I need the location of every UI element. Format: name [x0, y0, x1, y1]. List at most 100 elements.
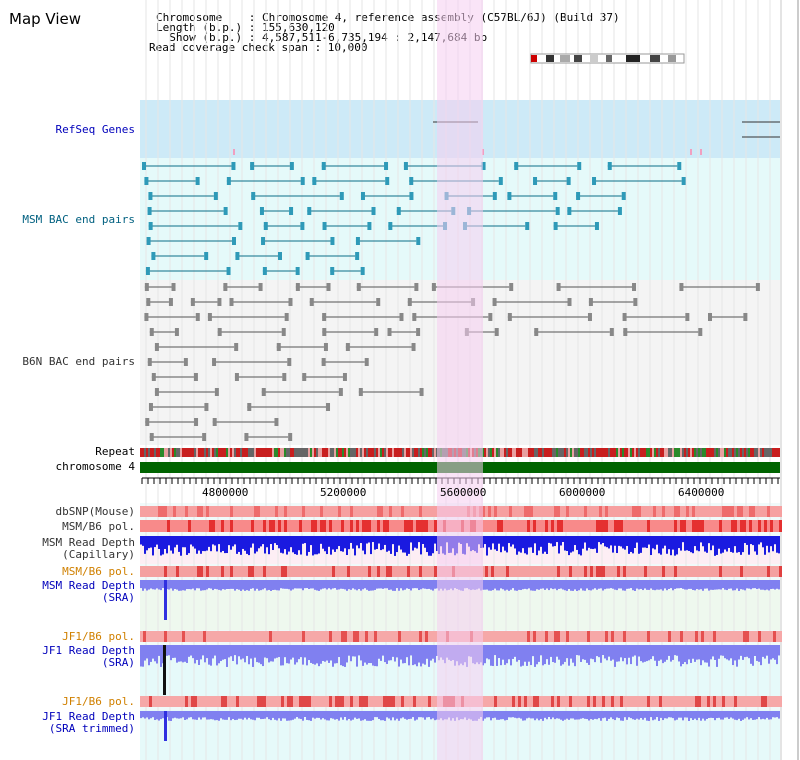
pol-cell [299, 506, 302, 517]
depth-bar [396, 580, 398, 589]
depth-bar [746, 536, 748, 545]
depth-bar [592, 536, 594, 550]
pol-cell [209, 506, 212, 517]
depth-bar [538, 645, 540, 662]
pol-cell [512, 520, 515, 532]
pol-cell [257, 506, 260, 517]
pol-cell [656, 696, 659, 707]
depth-bar [384, 536, 386, 545]
depth-bar [654, 645, 656, 661]
pol-cell [545, 506, 548, 517]
depth-bar [398, 645, 400, 667]
pol-cell [410, 566, 413, 577]
depth-bar [732, 711, 734, 719]
pol-cell [728, 631, 731, 642]
depth-bar [380, 711, 382, 721]
pol-cell [386, 566, 389, 577]
bac-end [384, 162, 389, 170]
repeat-segment [288, 448, 290, 457]
pol-cell [737, 520, 740, 532]
depth-bar [644, 536, 646, 548]
depth-bar [398, 536, 400, 546]
depth-bar [162, 536, 164, 555]
depth-bar [430, 711, 432, 720]
depth-bar [140, 536, 142, 545]
repeat-segment [218, 448, 220, 457]
pol-cell [761, 566, 764, 577]
pol-cell [173, 566, 176, 577]
pol-cell [359, 520, 362, 532]
depth-bar [390, 580, 392, 590]
pol-cell [371, 696, 374, 707]
repeat-segment [590, 448, 592, 457]
pol-cell [404, 506, 407, 517]
depth-bar [580, 645, 582, 662]
pol-cell [305, 696, 308, 707]
pol-cell [512, 506, 515, 517]
depth-bar [688, 645, 690, 660]
depth-bar [624, 645, 626, 659]
repeat-segment [298, 448, 300, 457]
depth-bar [404, 645, 406, 664]
pol-cell [191, 520, 194, 532]
depth-bar [182, 645, 184, 663]
repeat-segment [344, 448, 346, 457]
depth-bar [656, 645, 658, 667]
depth-bar [380, 580, 382, 589]
depth-bar [648, 536, 650, 545]
depth-bar [658, 711, 660, 721]
depth-bar [284, 580, 286, 589]
repeat-segment [526, 448, 528, 457]
repeat-segment [372, 448, 374, 457]
bac-end [223, 207, 228, 215]
depth-bar [656, 536, 658, 545]
depth-bar [378, 580, 380, 589]
depth-bar [596, 536, 598, 553]
bac-end [281, 328, 286, 336]
depth-bar [538, 536, 540, 551]
depth-bar [288, 711, 290, 721]
depth-bar [314, 711, 316, 719]
depth-bar [306, 645, 308, 666]
pol-cell [593, 631, 596, 642]
bac-end [145, 418, 150, 426]
pol-cell [221, 631, 224, 642]
repeat-segment [626, 448, 628, 457]
depth-bar [614, 536, 616, 546]
depth-bar [158, 536, 160, 550]
depth-bar [408, 580, 410, 589]
depth-bar [324, 580, 326, 589]
pol-cell [749, 631, 752, 642]
pol-cell [329, 631, 332, 642]
pol-cell [386, 520, 389, 532]
repeat-segment [774, 448, 776, 457]
depth-bar [340, 536, 342, 552]
pol-cell [755, 631, 758, 642]
pol-cell [152, 696, 155, 707]
bac-end [234, 373, 239, 381]
pol-cell [416, 631, 419, 642]
depth-bar [272, 580, 274, 590]
depth-bar [686, 536, 688, 551]
pol-cell [233, 520, 236, 532]
pol-cell [494, 696, 497, 707]
pol-cell [635, 631, 638, 642]
depth-bar [584, 711, 586, 719]
pol-cell [578, 696, 581, 707]
pol-cell [497, 631, 500, 642]
pol-cell [599, 631, 602, 642]
depth-bar [776, 536, 778, 553]
pol-cell [278, 520, 281, 532]
pol-cell [653, 506, 656, 517]
pol-cell [752, 506, 755, 517]
repeat-segment [728, 448, 730, 457]
pol-cell [725, 520, 728, 532]
depth-bar [538, 580, 540, 590]
pol-cell [245, 566, 248, 577]
msm-b6-pol-label: MSM/B6 pol. [62, 520, 135, 533]
pol-cell [764, 631, 767, 642]
depth-bar [696, 580, 698, 590]
depth-bar [534, 536, 536, 544]
